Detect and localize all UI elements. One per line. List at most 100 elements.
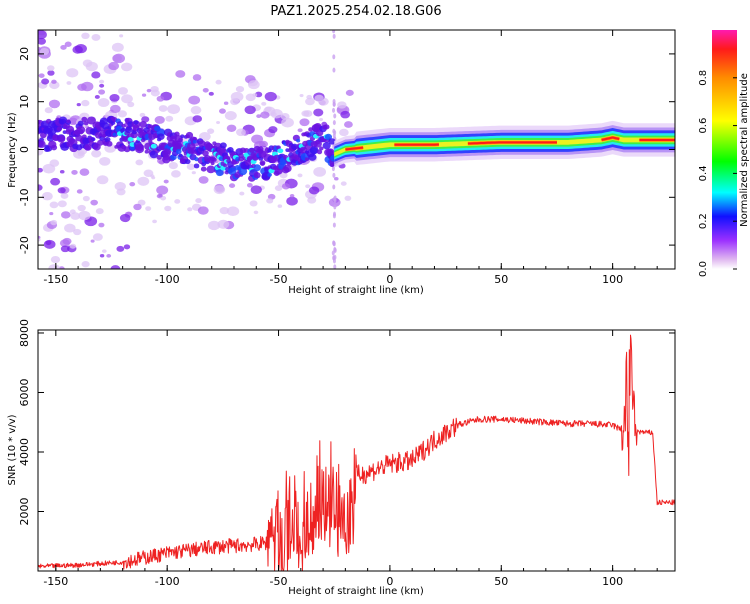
- spectrogram-streak-blob: [333, 255, 336, 260]
- spectrogram-streak-blob: [332, 184, 335, 189]
- spectrogram-noise-blob: [133, 204, 141, 210]
- spectrogram-ridge-blob: [106, 141, 112, 147]
- snr-x-tick-label: -150: [43, 575, 68, 588]
- spectrogram-noise-blob: [229, 183, 235, 188]
- spectrogram-noise-blob: [216, 80, 222, 85]
- spectrogram-noise-blob: [78, 211, 90, 220]
- spectrogram-streak-blob: [332, 54, 335, 59]
- spectrogram-noise-blob: [121, 63, 132, 72]
- spectrogram-noise-blob: [165, 116, 173, 122]
- spectrogram-y-tick-label: 0: [18, 146, 31, 153]
- spectrogram-noise-blob: [50, 220, 57, 225]
- spectrogram-noise-blob: [41, 78, 49, 84]
- snr-y-tick-label: 4000: [18, 438, 31, 466]
- spectrogram-noise-blob: [97, 175, 109, 184]
- spectrogram-noise-blob: [155, 116, 165, 124]
- spectrogram-noise-blob: [164, 180, 169, 184]
- spectrogram-noise-blob: [152, 220, 157, 224]
- spectrogram-ridge-blob: [283, 165, 291, 173]
- spectrogram-noise-blob: [250, 200, 258, 206]
- spectrogram-noise-blob: [49, 212, 53, 215]
- spectrogram-noise-blob: [275, 185, 283, 191]
- spectrogram-noise-blob: [265, 92, 277, 101]
- spectrogram-noise-blob: [82, 261, 90, 267]
- spectrogram-noise-blob: [344, 121, 353, 128]
- spectrogram-noise-blob: [216, 121, 220, 124]
- spectrogram-x-tick-label: -100: [155, 273, 180, 286]
- spectrogram-noise-blob: [58, 187, 66, 193]
- spectrogram-noise-blob: [63, 238, 72, 245]
- spectrogram-streak-blob: [333, 133, 336, 138]
- spectrogram-noise-blob: [81, 100, 89, 106]
- spectrogram-ridge-blob: [201, 167, 207, 172]
- spectrogram-noise-blob: [282, 183, 290, 189]
- snr-x-tick-label: 100: [602, 575, 623, 588]
- spectrogram-noise-blob: [115, 182, 126, 191]
- spectrogram-noise-blob: [251, 185, 262, 194]
- spectrogram-noise-blob: [167, 104, 180, 114]
- spectrogram-noise-blob: [341, 181, 347, 186]
- spectrogram-ridge-blob: [85, 145, 90, 150]
- spectrogram-noise-blob: [278, 204, 283, 207]
- spectrogram-ridge-blob: [267, 173, 272, 177]
- spectrogram-noise-blob: [313, 109, 323, 117]
- spectrogram-y-tick-label: -10: [18, 188, 31, 206]
- spectrogram-noise-blob: [150, 174, 154, 177]
- spectrogram-ridge-blob: [296, 139, 300, 143]
- spectrogram-ridge-blob: [51, 145, 57, 151]
- spectrogram-noise-blob: [187, 164, 195, 170]
- spectrogram-noise-blob: [108, 62, 119, 70]
- spectrogram-noise-blob: [151, 89, 160, 96]
- spectrogram-ridge-blob: [176, 149, 182, 154]
- spectrogram-y-tick-label: 10: [18, 95, 31, 109]
- spectrogram-y-tick-label: 20: [18, 47, 31, 61]
- spectrogram-noise-blob: [192, 171, 196, 174]
- spectrogram-noise-blob: [306, 95, 312, 99]
- spectrogram-noise-blob: [286, 197, 298, 206]
- spectrogram-noise-blob: [340, 111, 350, 119]
- spectrogram-noise-blob: [98, 98, 110, 107]
- spectrogram-noise-blob: [71, 170, 77, 175]
- spectrogram-streak-blob: [333, 102, 336, 107]
- spectrogram-streak-blob: [332, 108, 335, 113]
- colorbar-tick-label: 0.4: [698, 165, 709, 181]
- spectrogram-noise-blob: [300, 94, 304, 97]
- spectrogram-noise-blob: [224, 101, 228, 104]
- spectrogram-noise-blob: [303, 110, 312, 117]
- spectrogram-noise-blob: [175, 70, 185, 78]
- spectrogram-noise-blob: [90, 200, 98, 206]
- spectrogram-noise-blob: [245, 105, 256, 114]
- colorbar-label: Normalized spectral amplitude: [739, 73, 750, 227]
- spectrogram-noise-blob: [225, 111, 237, 120]
- snr-plot-area: [38, 330, 675, 571]
- spectrogram-ridge-blob: [223, 163, 227, 167]
- spectrogram-noise-blob: [81, 33, 89, 39]
- spectrogram-noise-blob: [65, 42, 72, 47]
- spectrogram-noise-blob: [314, 95, 323, 102]
- spectrogram-noise-blob: [61, 211, 71, 218]
- spectrogram-noise-blob: [158, 194, 162, 197]
- spectrogram-ridge-blob: [125, 127, 132, 133]
- snr-y-tick-label: 8000: [18, 319, 31, 347]
- spectrogram-streak-blob: [333, 204, 336, 209]
- spectrogram-ridge-blob: [76, 126, 85, 134]
- spectrogram-noise-blob: [35, 30, 47, 39]
- spectrogram-noise-blob: [129, 182, 135, 186]
- spectrogram-noise-blob: [81, 82, 93, 91]
- snr-y-label: SNR (10 * v/v): [7, 414, 18, 485]
- spectrogram-noise-blob: [91, 71, 100, 78]
- spectrogram-streak-blob: [332, 129, 335, 134]
- spectrogram-noise-blob: [83, 196, 90, 201]
- spectrogram-noise-blob: [51, 256, 60, 263]
- spectrogram-noise-blob: [45, 107, 53, 113]
- spectrogram-ridge-blob: [194, 163, 200, 168]
- spectrogram-ridge-blob: [121, 124, 125, 128]
- spectrogram-noise-blob: [80, 168, 90, 175]
- spectrogram-noise-blob: [299, 118, 309, 126]
- spectrogram-noise-blob: [50, 201, 59, 208]
- spectrogram-noise-blob: [345, 196, 352, 201]
- spectrogram-noise-blob: [236, 86, 244, 92]
- spectrogram-noise-blob: [95, 95, 100, 99]
